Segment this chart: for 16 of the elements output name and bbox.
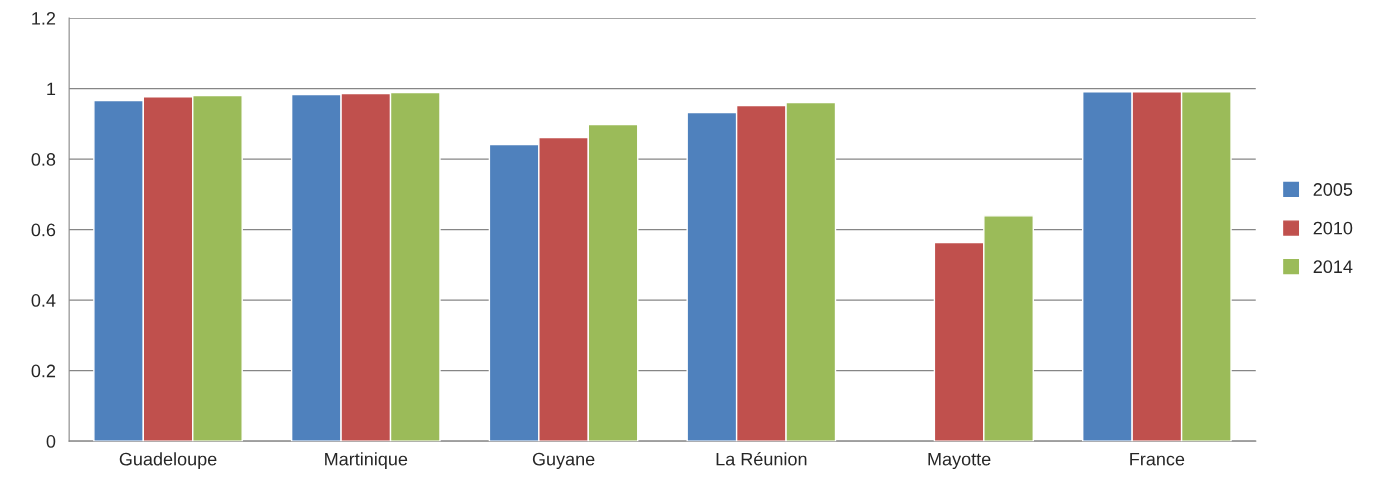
x-tick-label: Guyane [532,452,595,470]
x-tick-label: Mayotte [928,452,991,470]
legend-label: 2005 [1313,183,1353,196]
legend-label: 2010 [1313,221,1353,235]
y-tick-label: 0.2 [31,364,56,378]
x-tick-label: Martinique [325,452,408,470]
y-tick-label: 1 [47,82,56,96]
x-tick-label: Guadeloupe [119,452,217,470]
legend-label: 2014 [1313,260,1353,274]
y-tick-label: 0 [46,435,56,448]
x-tick-label: La Réunion [716,452,807,466]
y-tick-label: 1.2 [32,11,56,25]
y-tick-label: 0.6 [31,223,56,237]
x-tick-label: France [1130,452,1185,466]
y-tick-label: 0.4 [31,294,56,307]
y-tick-label: 0.8 [31,153,56,166]
